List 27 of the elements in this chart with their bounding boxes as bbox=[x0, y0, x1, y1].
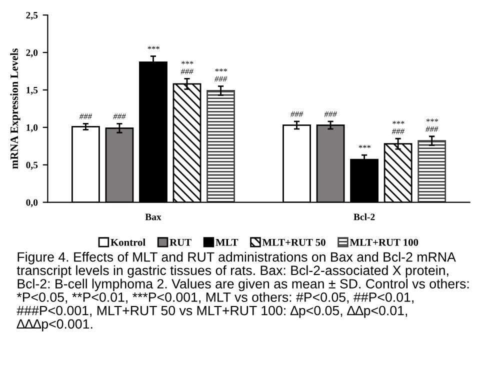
y-tick-label: 0,0 bbox=[26, 199, 38, 208]
y-axis-title: mRNA Expression Levels bbox=[10, 48, 20, 169]
data-label: ### bbox=[324, 111, 337, 117]
bar bbox=[418, 140, 446, 202]
y-tick-label: 0,5 bbox=[26, 162, 38, 170]
bar bbox=[206, 90, 235, 202]
data-label: ### bbox=[290, 111, 304, 117]
legend-label: RUT bbox=[170, 238, 192, 246]
x-tick-label: Bax bbox=[145, 214, 162, 220]
data-label: *** ### bbox=[426, 118, 438, 132]
data-label: *** ### bbox=[180, 61, 194, 74]
data-label: ### bbox=[80, 114, 92, 120]
legend-label: MLT+RUT 100 bbox=[350, 238, 418, 246]
legend-label: Kontrol bbox=[110, 238, 146, 246]
data-label: *** bbox=[358, 145, 371, 148]
data-label: *** bbox=[148, 46, 160, 50]
y-tick-label: 1,5 bbox=[26, 86, 38, 95]
caption: Figure 4. Effects of MLT and RUT administrations on Bax and Bcl-2 mRNA transcript levels in gastric tissues of rats. Bax: Bcl-2-associated X protein, Bcl-2: B-cell lymphoma 2. Values are given as mean ± SD. Control vs others: *P<0.05, **P<0.01, ***P<0.001, MLT vs others: #P<0.05, ##P<0.01, ###P<0.001, MLT+RUT 50 vs MLT+RUT 100: ∆p<0.05, ∆∆p<0.01, ∆∆∆p<0.001. bbox=[16, 252, 469, 332]
legend-label: MLT+RUT 50 bbox=[262, 238, 326, 246]
legend-label: MLT bbox=[216, 238, 238, 246]
x-tick-label: Bcl-2 bbox=[354, 213, 375, 220]
data-label: ### bbox=[113, 114, 126, 120]
y-tick-label: 2,5 bbox=[26, 12, 38, 20]
data-label: *** ### bbox=[214, 68, 228, 82]
y-tick-label: 2,0 bbox=[26, 49, 38, 58]
y-tick-label: 1,0 bbox=[26, 124, 38, 132]
data-label: *** ### bbox=[392, 121, 404, 134]
